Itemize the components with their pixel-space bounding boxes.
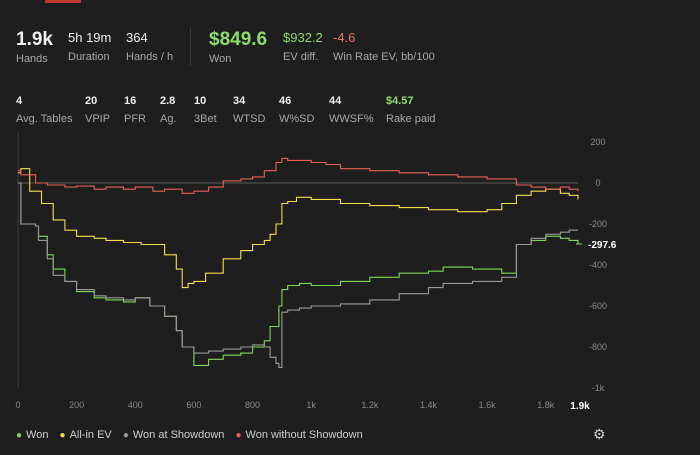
y-tick-label: -200 bbox=[589, 219, 607, 229]
stat-label: Duration bbox=[68, 51, 110, 63]
stat-label: Ag. bbox=[160, 113, 177, 125]
stat-label: Hands bbox=[16, 53, 48, 65]
stat-value: 44 bbox=[329, 95, 342, 107]
stat-won: $849.6 Won bbox=[209, 30, 267, 66]
x-tick-label: 1.4k bbox=[420, 400, 438, 410]
stat-value: 5h 19m bbox=[68, 30, 112, 45]
stat-label: Won bbox=[209, 53, 232, 65]
stat-value: 34 bbox=[233, 95, 246, 107]
x-tick-label: 1.8k bbox=[537, 400, 555, 410]
stat-value: -4.6 bbox=[333, 30, 356, 45]
chart-legend: ● Won ● All-in EV ● Won at Showdown ● Won wi… bbox=[16, 429, 371, 441]
stat-wtsd: 34 WTSD bbox=[233, 93, 265, 126]
stat-win-rate-ev: -4.6 Win Rate EV, bb/100 bbox=[333, 30, 435, 64]
legend-label: Won bbox=[26, 429, 49, 441]
stat-label: Avg. Tables bbox=[16, 113, 73, 125]
gear-icon[interactable]: ⚙ bbox=[593, 426, 606, 442]
legend-item-won-without-showdown[interactable]: ● Won without Showdown bbox=[235, 429, 362, 441]
winnings-line-chart: 200 0 -200 -400 -600 -800 -1k 0 200 400 600 800 1k 1.… bbox=[15, 132, 617, 412]
stat-value: 4 bbox=[16, 95, 23, 107]
y-tick-label: -600 bbox=[589, 301, 607, 311]
y-tick-label: 0 bbox=[595, 178, 600, 188]
series-line-won-at-showdown bbox=[18, 182, 578, 369]
stat-ev-diff: $932.2 EV diff. bbox=[283, 30, 323, 64]
stat-value: 16 bbox=[124, 95, 137, 107]
x-tick-label: 1.6k bbox=[479, 400, 497, 410]
stat-label: 3Bet bbox=[194, 113, 217, 125]
stat-value: 46 bbox=[279, 95, 292, 107]
y-tick-label: -800 bbox=[589, 342, 607, 352]
stats-divider bbox=[190, 28, 191, 66]
stat-value: $849.6 bbox=[209, 29, 268, 50]
stat-value: $932.2 bbox=[283, 30, 323, 45]
legend-item-won-at-showdown[interactable]: ● Won at Showdown bbox=[123, 429, 225, 441]
stat-label: VPIP bbox=[85, 113, 111, 125]
stat-hands-per-hour: 364 Hands / h bbox=[126, 30, 173, 64]
stat-pfr: 16 PFR bbox=[124, 93, 146, 126]
stat-vpip: 20 VPIP bbox=[85, 93, 110, 126]
stat-label: PFR bbox=[124, 113, 146, 125]
stat-label: WTSD bbox=[233, 113, 266, 125]
stat-duration: 5h 19m Duration bbox=[68, 30, 111, 64]
stat-value: 1.9k bbox=[16, 29, 53, 50]
stat-label: Win Rate EV, bb/100 bbox=[333, 51, 435, 63]
stat-value: 20 bbox=[85, 95, 98, 107]
stat-value: 2.8 bbox=[160, 95, 176, 107]
x-end-label: 1.9k bbox=[570, 401, 590, 412]
x-tick-label: 200 bbox=[69, 400, 84, 410]
stat-avg-tables: 4 Avg. Tables bbox=[16, 93, 72, 126]
x-tick-label: 400 bbox=[128, 400, 143, 410]
stat-label: W%SD bbox=[279, 113, 315, 125]
y-tick-label: 200 bbox=[590, 137, 605, 147]
stat-value: $4.57 bbox=[386, 95, 414, 107]
y-tick-label: -400 bbox=[589, 260, 607, 270]
stat-hands: 1.9k Hands bbox=[16, 30, 53, 66]
stat-value: 10 bbox=[194, 95, 207, 107]
legend-dot: ● bbox=[59, 430, 66, 441]
legend-label: All-in EV bbox=[69, 429, 112, 441]
x-tick-label: 1k bbox=[306, 400, 316, 410]
stat-label: EV diff. bbox=[283, 51, 319, 63]
header-accent-bar bbox=[45, 0, 81, 3]
x-tick-label: 800 bbox=[245, 400, 260, 410]
legend-item-all-in-ev[interactable]: ● All-in EV bbox=[60, 429, 112, 441]
stat-label: Rake paid bbox=[386, 113, 436, 125]
stat-w-sd: 46 W%SD bbox=[279, 93, 314, 126]
legend-label: Won without Showdown bbox=[245, 429, 363, 441]
x-tick-label: 1.2k bbox=[361, 400, 379, 410]
legend-item-won[interactable]: ● Won bbox=[16, 429, 48, 441]
stat-wwsf: 44 WWSF% bbox=[329, 93, 374, 126]
x-tick-label: 0 bbox=[15, 400, 20, 410]
legend-dot: ● bbox=[122, 430, 129, 441]
stat-3bet: 10 3Bet bbox=[194, 93, 217, 126]
series-line-all-in-ev bbox=[18, 168, 579, 289]
x-tick-label: 600 bbox=[186, 400, 201, 410]
current-value-label: -297.6 bbox=[588, 240, 617, 251]
series-line-won-without-showdown bbox=[18, 157, 579, 194]
legend-dot: ● bbox=[16, 430, 23, 441]
series-line-won bbox=[18, 182, 579, 366]
stat-value: 364 bbox=[126, 30, 148, 45]
legend-dot: ● bbox=[235, 430, 242, 441]
legend-label: Won at Showdown bbox=[132, 429, 225, 441]
stat-label: Hands / h bbox=[126, 51, 174, 63]
y-tick-label: -1k bbox=[592, 383, 605, 393]
stat-rake-paid: $4.57 Rake paid bbox=[386, 93, 436, 126]
stat-aggression: 2.8 Ag. bbox=[160, 93, 177, 126]
stat-label: WWSF% bbox=[329, 113, 374, 125]
